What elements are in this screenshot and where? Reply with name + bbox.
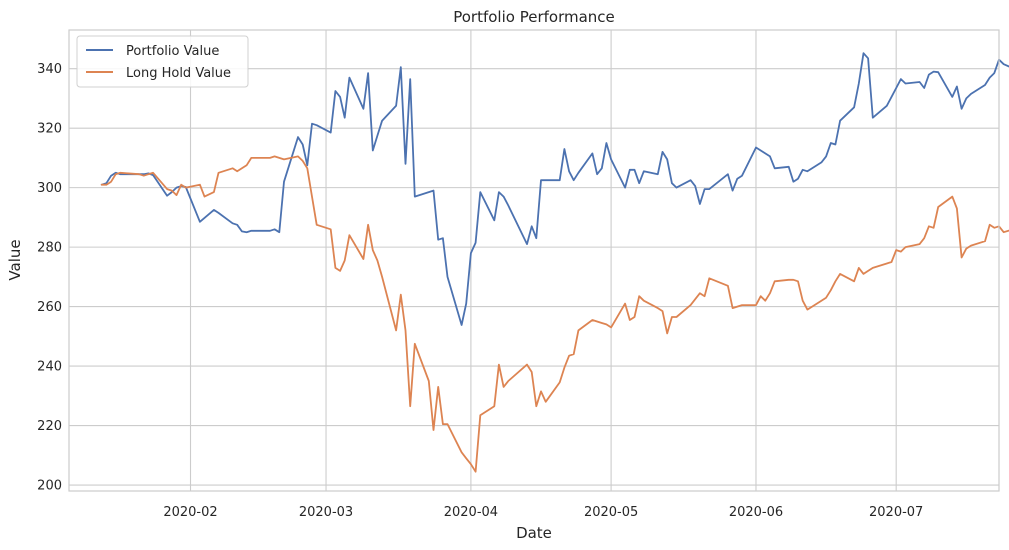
y-tick-label: 260 [37,300,62,315]
x-tick-label: 2020-05 [584,505,638,520]
y-tick-label: 240 [37,360,62,375]
x-tick-label: 2020-06 [729,505,783,520]
series-layer [100,52,1009,473]
chart-title: Portfolio Performance [453,8,615,26]
y-tick-label: 280 [37,241,62,256]
series-line-long-hold-value [100,155,1009,473]
legend: Portfolio Value Long Hold Value [76,35,249,88]
plot-background [69,30,999,491]
series-line-portfolio-value [100,52,1009,326]
y-axis-label: Value [6,239,24,280]
plot-area [68,29,1009,492]
y-tick-label: 200 [37,479,62,494]
y-tick-labels: 200 220 240 260 280 300 320 340 [37,62,62,493]
x-axis-label: Date [516,524,552,542]
y-tick-label: 320 [37,122,62,137]
y-tick-label: 220 [37,419,62,434]
legend-label-long-hold-value: Long Hold Value [126,66,231,81]
x-tick-label: 2020-04 [444,505,498,520]
x-tick-label: 2020-02 [163,505,217,520]
y-tick-label: 300 [37,181,62,196]
legend-label-portfolio-value: Portfolio Value [126,44,219,59]
legend-box [76,35,249,88]
plot-frame [68,29,1000,492]
y-tick-label: 340 [37,62,62,77]
x-tick-label: 2020-03 [299,505,353,520]
x-tick-labels: 2020-02 2020-03 2020-04 2020-05 2020-06 2020-… [163,505,923,520]
x-tick-label: 2020-07 [869,505,923,520]
